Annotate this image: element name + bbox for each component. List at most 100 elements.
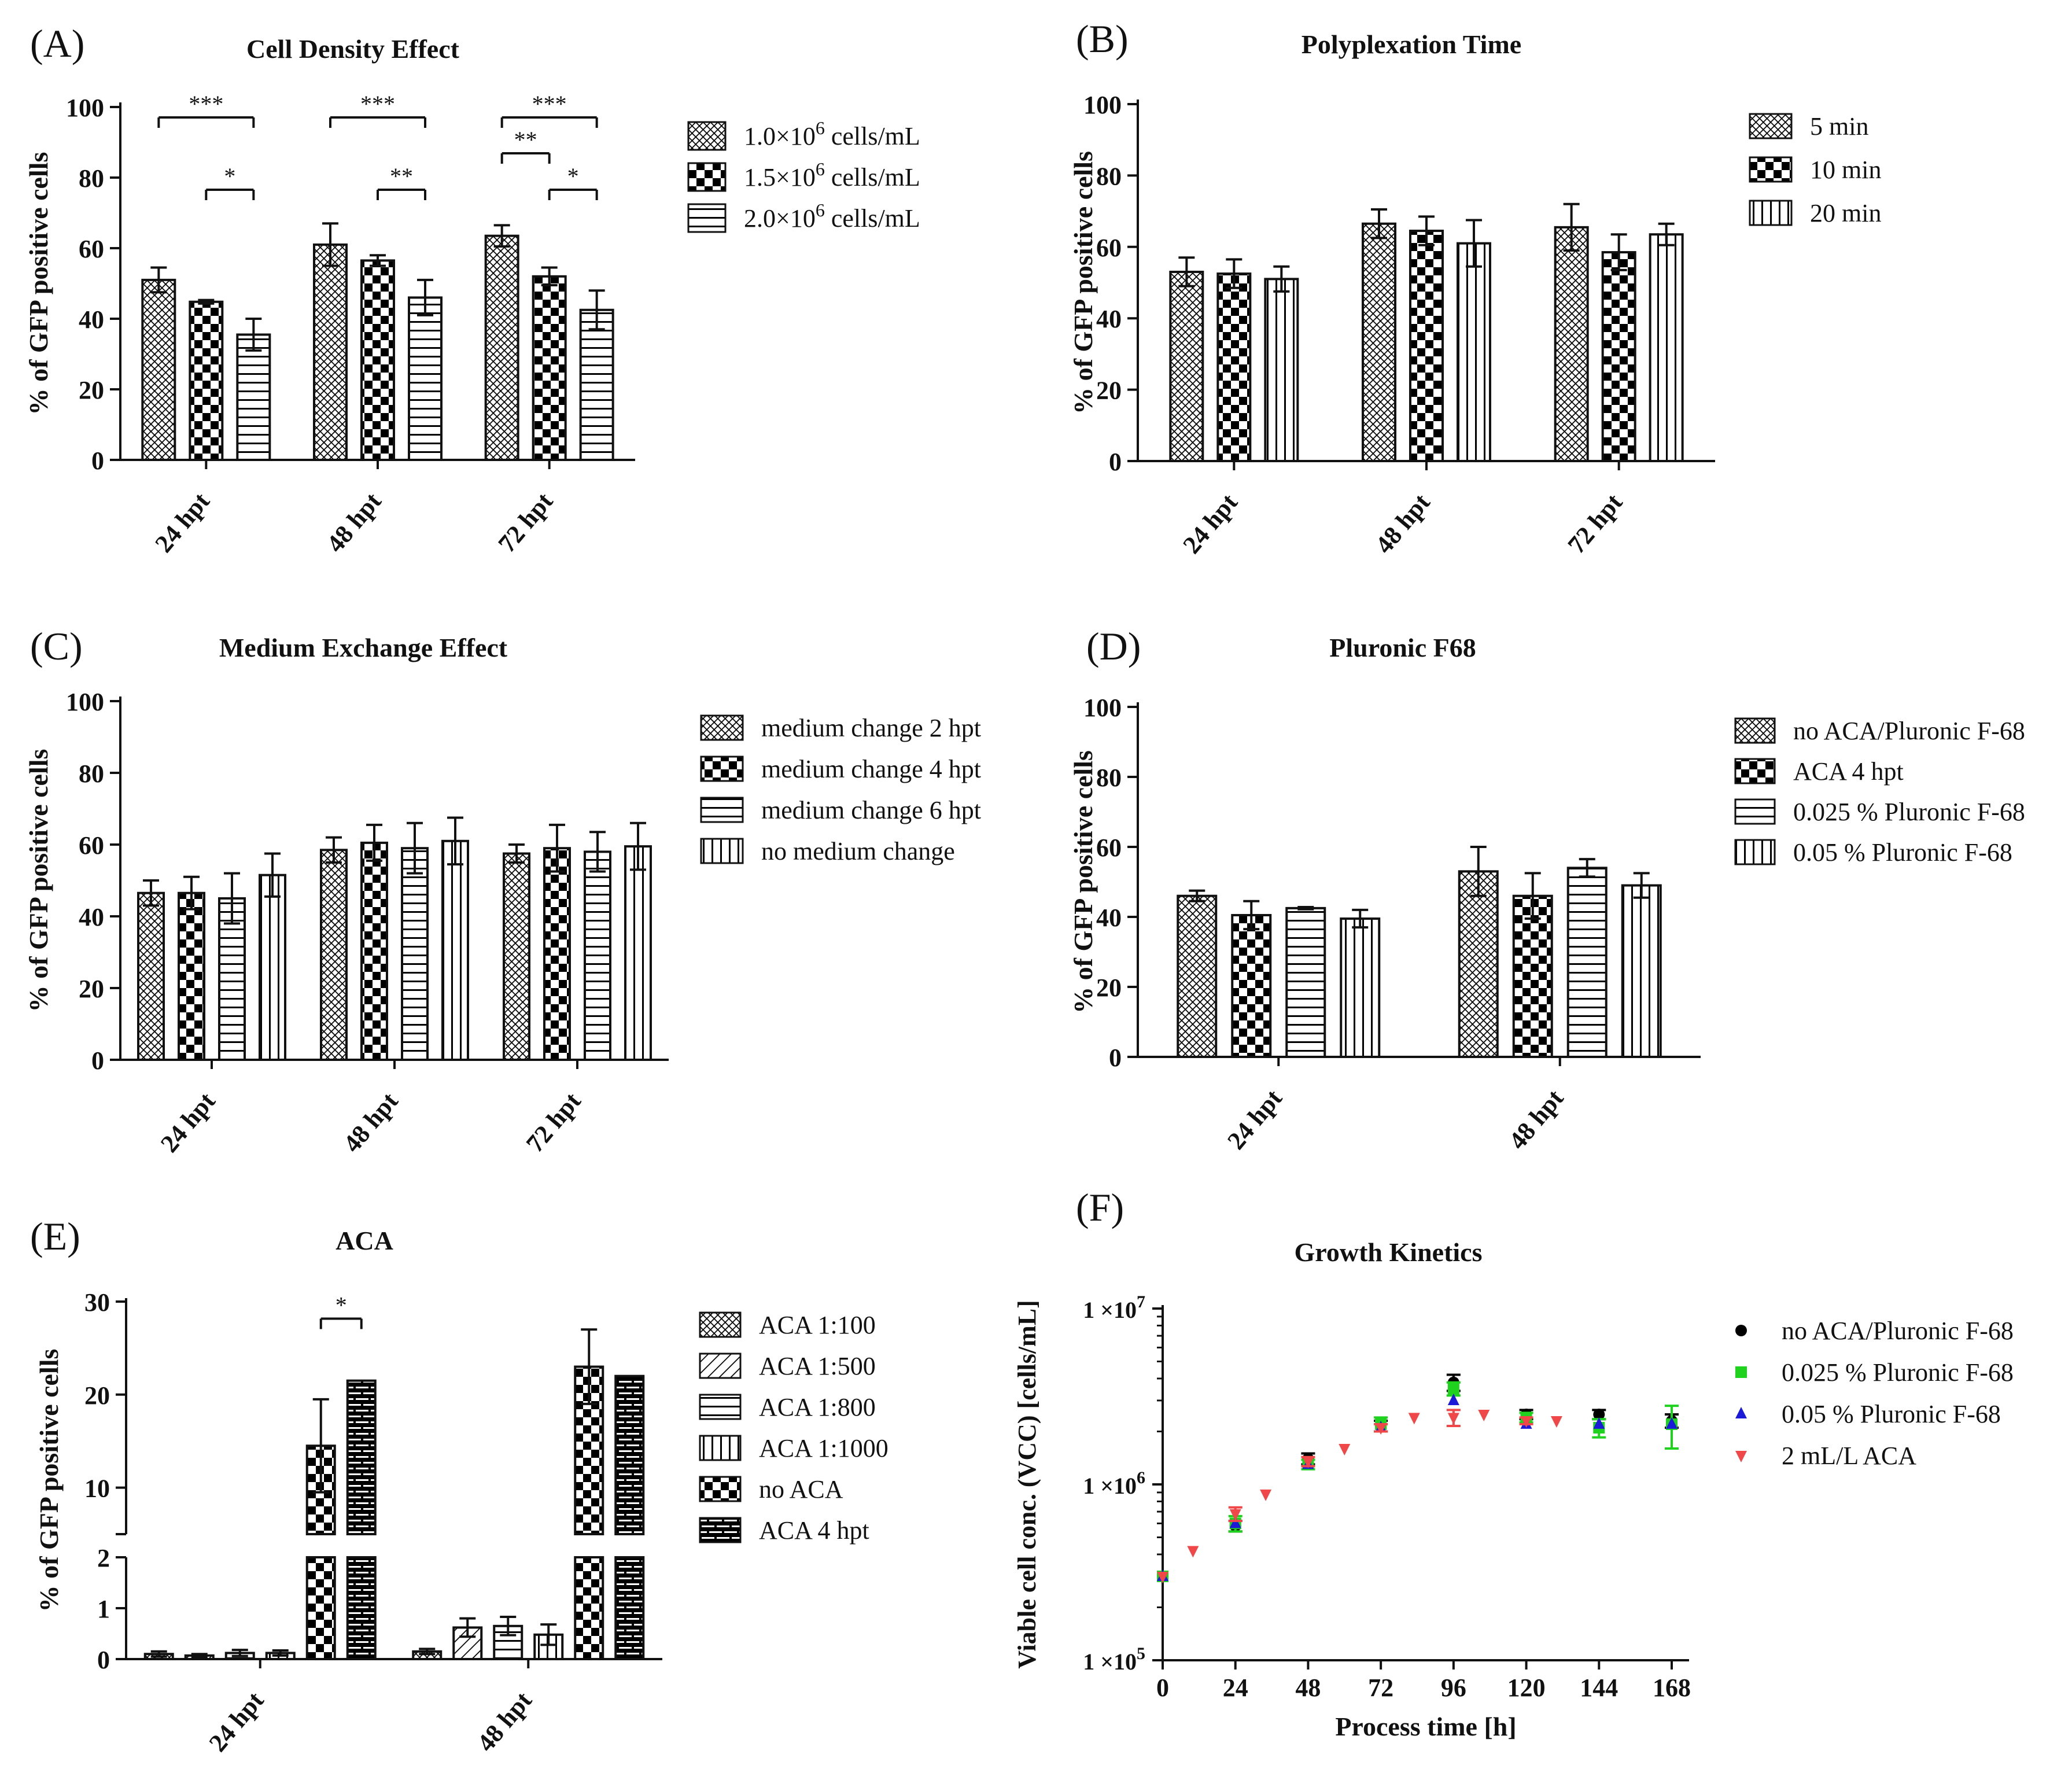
panel-b-bar: [1649, 233, 1684, 462]
tick-exponent: 7: [1137, 1292, 1145, 1311]
panel-f-label: (F): [1076, 1185, 1124, 1229]
panel-f-y-tick-label: 1 ×105: [1083, 1644, 1145, 1675]
legend-text: ACA 4 hpt: [759, 1516, 869, 1545]
panel-e-title: ACA: [335, 1226, 393, 1255]
panel-d-bar: [1231, 913, 1272, 1058]
panel-a-label: (A): [30, 21, 84, 65]
panel-f-point: [1229, 1516, 1241, 1528]
panel-e-legend-swatch: [699, 1435, 742, 1461]
panel-d-y-tick-label: 20: [1096, 974, 1122, 1002]
panel-a-sig-label: ***: [532, 91, 567, 117]
panel-a-y-tick-label: 0: [91, 447, 104, 475]
legend-text: medium change 6 hpt: [761, 796, 981, 824]
panel-c-bar: [360, 841, 388, 1062]
panel-e-y-tick-label: 30: [84, 1288, 110, 1317]
panel-f-x-tick-label: 96: [1441, 1674, 1466, 1702]
panel-d-label: (D): [1086, 624, 1141, 668]
panel-f-legend-label: 0.05 % Pluronic F-68: [1782, 1400, 2001, 1428]
panel-e-y-tick-label: 20: [84, 1381, 110, 1410]
panel-b-legend-swatch: [1749, 113, 1793, 139]
panel-b-y-tick-label: 80: [1096, 162, 1122, 190]
panel-a-sig-label: **: [390, 163, 413, 189]
legend-text: 1.0×10: [744, 122, 816, 150]
panel-a-legend-swatch: [687, 162, 727, 192]
legend-text: medium change 2 hpt: [761, 714, 981, 742]
panel-c-y-tick-label: 60: [79, 831, 104, 860]
panel-a-x-tick-label: 48 hpt: [321, 487, 387, 558]
panel-d-bar: [1512, 894, 1553, 1058]
panel-c-legend-label: medium change 6 hpt: [761, 796, 981, 824]
panel-f-x-tick-label: 24: [1223, 1674, 1248, 1702]
panel-c-legend-label: no medium change: [761, 837, 955, 865]
panel-e-legend-swatch: [699, 1311, 742, 1338]
panel-f-point: [1447, 1383, 1459, 1395]
panel-f-y-axis-label: Viable cell conc. (VCC) [cells/mL]: [1013, 1300, 1041, 1668]
panel-b-bar: [1216, 272, 1252, 462]
panel-b-legend-label: 20 min: [1810, 199, 1881, 227]
panel-d-y-tick-label: 0: [1109, 1044, 1122, 1072]
panel-a-bar: [189, 300, 224, 461]
panel-c-y-axis-label: % of GFP positive cells: [24, 749, 53, 1012]
panel-a-sig-label: **: [514, 127, 537, 153]
panel-b-label: (B): [1076, 17, 1129, 61]
panel-c-bar: [320, 849, 348, 1062]
panel-e: (E) ACA 0 1 2 10 20 30 % of GFP positive cells 24…: [30, 1214, 888, 1757]
legend-superscript: 6: [816, 159, 825, 179]
panel-c-legend-swatch: [700, 797, 744, 823]
panel-a-bar: [408, 296, 443, 462]
panel-e-y-tick-label: 10: [84, 1475, 110, 1503]
panel-d-y-tick-label: 80: [1096, 764, 1122, 792]
panel-e-bar-lower: [574, 1556, 604, 1660]
panel-e-x-tick-label: 48 hpt: [471, 1686, 537, 1757]
panel-a-sig-label: ***: [360, 91, 395, 117]
panel-d: (D) Pluronic F68 0 20 40 60 80 100 % of GFP posi…: [1068, 624, 2025, 1155]
panel-c-legend-label: medium change 4 hpt: [761, 755, 981, 783]
legend-superscript: 6: [816, 117, 825, 138]
legend-superscript: 6: [816, 200, 825, 220]
panel-f-y-tick-label: 1 ×107: [1083, 1292, 1145, 1323]
legend-text: 20 min: [1810, 199, 1881, 227]
panel-a-bar: [141, 278, 176, 461]
panel-f-x-tick-label: 48: [1295, 1674, 1321, 1702]
panel-a-y-tick-label: 80: [79, 164, 104, 193]
panel-f-point: [1520, 1416, 1532, 1428]
panel-b-x-tick-label: 48 hpt: [1370, 488, 1436, 559]
panel-a-y-tick-label: 100: [66, 94, 104, 122]
panel-a-sig-label: ***: [189, 91, 223, 117]
tick-base: 1 ×10: [1083, 1473, 1137, 1499]
panel-e-x-tick-label: 24 hpt: [204, 1686, 270, 1757]
panel-a-title: Cell Density Effect: [246, 34, 460, 64]
panel-f-point: [1447, 1393, 1459, 1405]
legend-text: ACA 1:100: [759, 1311, 876, 1339]
panel-d-legend-label: ACA 4 hpt: [1793, 757, 1904, 786]
panel-b-bar: [1457, 242, 1491, 462]
panel-f-point: [1187, 1546, 1199, 1558]
panel-f-title: Growth Kinetics: [1295, 1237, 1483, 1267]
panel-e-bar-upper: [346, 1379, 377, 1535]
legend-text: no ACA: [759, 1475, 843, 1503]
panel-b-y-tick-label: 60: [1096, 234, 1122, 262]
panel-a-legend-label: 1.5×106 cells/mL: [744, 159, 920, 191]
legend-text: 5 min: [1810, 112, 1868, 141]
panel-f-x-tick-label: 144: [1580, 1674, 1618, 1702]
panel-e-bar-lower: [305, 1556, 336, 1660]
panel-d-bar: [1566, 867, 1608, 1059]
panel-b-y-tick-label: 0: [1109, 448, 1122, 476]
panel-f-point: [1339, 1443, 1351, 1455]
panel-d-x-tick-label: 48 hpt: [1503, 1084, 1569, 1155]
panel-d-bar: [1177, 894, 1218, 1058]
panel-f-legend-marker: [1735, 1325, 1747, 1336]
panel-a-y-tick-label: 60: [79, 235, 104, 263]
panel-f-legend-marker: [1735, 1366, 1747, 1378]
panel-f-legend-marker: [1735, 1407, 1747, 1418]
panel-c-bar: [401, 847, 429, 1061]
panel-b-bar: [1264, 278, 1299, 462]
panel-b-y-tick-label: 20: [1096, 377, 1122, 405]
panel-f-legend-label: 0.025 % Pluronic F-68: [1782, 1358, 2014, 1387]
legend-text: medium change 4 hpt: [761, 755, 981, 783]
panel-b-bar: [1601, 251, 1636, 462]
panel-f-point: [1593, 1409, 1605, 1421]
tick-exponent: 5: [1137, 1644, 1145, 1663]
